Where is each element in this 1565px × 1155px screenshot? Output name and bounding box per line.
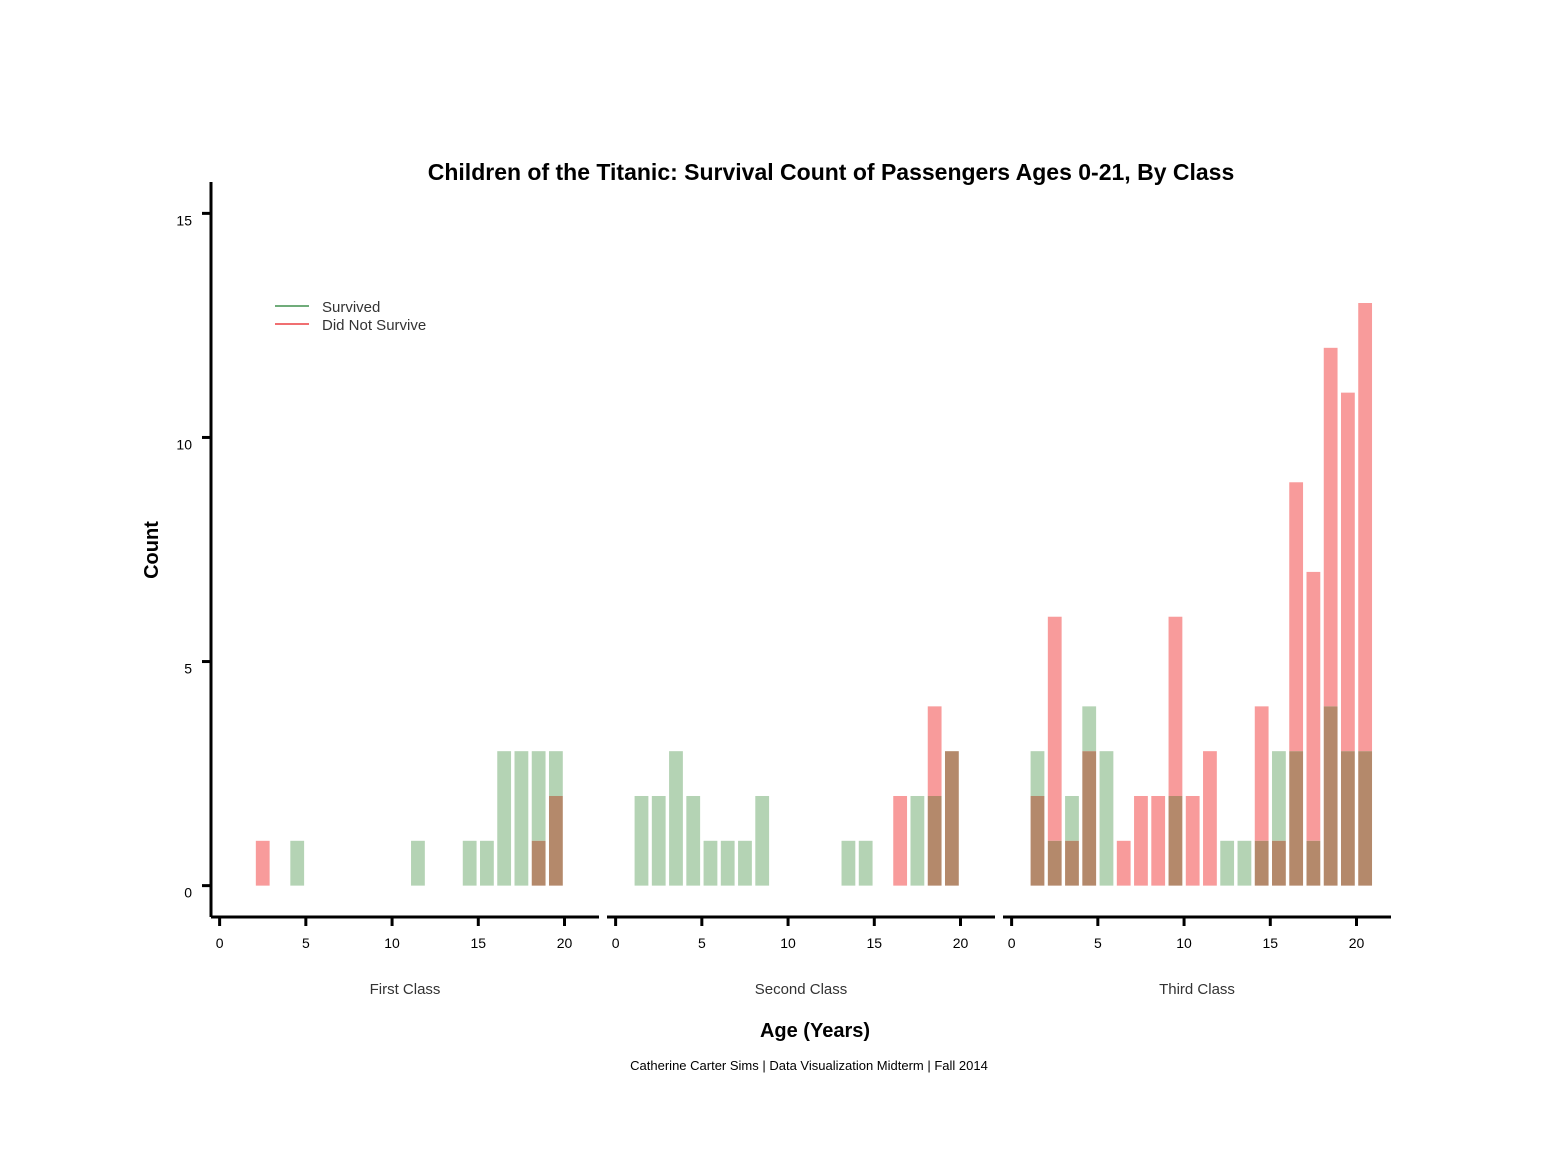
bar-survived — [841, 840, 856, 886]
bar-survived — [1220, 840, 1235, 886]
x-tick-label: 20 — [557, 935, 573, 951]
bar-overlap — [1289, 751, 1304, 886]
bar-overlap — [1082, 751, 1097, 886]
bar-overlap — [927, 795, 942, 886]
bar-survived — [910, 795, 925, 886]
bar-died — [1168, 616, 1183, 796]
bar-survived — [548, 751, 563, 796]
bar-survived — [462, 840, 477, 886]
bar-died — [1358, 303, 1373, 752]
bar-survived — [651, 795, 666, 886]
bar-survived — [1272, 751, 1286, 841]
panel-2: 0 5 10 15 20 Second Class — [607, 706, 995, 998]
bar-died — [927, 706, 942, 796]
x-tick-label: 10 — [1176, 935, 1192, 951]
legend-died-label: Did Not Survive — [322, 317, 426, 334]
bar-survived — [634, 795, 649, 886]
bar-died — [1289, 482, 1304, 752]
bar-survived — [669, 751, 683, 886]
bar-died — [1254, 706, 1269, 841]
y-tick-label: 15 — [176, 212, 192, 228]
bar-survived — [755, 795, 770, 886]
panel-label: Second Class — [755, 981, 848, 998]
legend: Survived Did Not Survive — [275, 299, 426, 334]
bar-overlap — [548, 795, 563, 886]
x-tick-label: 10 — [384, 935, 400, 951]
bar-overlap — [1030, 795, 1045, 886]
bar-survived — [514, 751, 529, 886]
bar-overlap — [1272, 840, 1286, 886]
y-tick-label: 5 — [184, 661, 192, 677]
panel-label: Third Class — [1159, 981, 1235, 998]
legend-survived-label: Survived — [322, 299, 380, 316]
bar-overlap — [1047, 840, 1062, 886]
bar-died — [1047, 616, 1062, 841]
x-tick-label: 10 — [780, 935, 796, 951]
caption: Catherine Carter Sims | Data Visualizati… — [630, 1058, 988, 1073]
y-tick-label: 10 — [176, 436, 192, 452]
bar-survived — [1082, 706, 1097, 752]
panel-label: First Class — [370, 981, 441, 998]
y-axis-label: Count — [141, 521, 163, 579]
bar-survived — [411, 840, 425, 886]
bar-overlap — [1254, 840, 1269, 886]
bar-overlap — [1340, 751, 1355, 886]
bar-survived — [497, 751, 512, 886]
bar-survived — [290, 840, 305, 886]
bar-overlap — [1358, 751, 1373, 886]
bar-survived — [686, 795, 701, 886]
bar-survived — [531, 751, 546, 841]
bar-survived — [1065, 795, 1079, 841]
x-axis-label: Age (Years) — [760, 1020, 870, 1042]
chart-title: Children of the Titanic: Survival Count … — [428, 159, 1235, 185]
bar-died — [1116, 840, 1131, 886]
bar-died — [1203, 751, 1217, 886]
x-tick-label: 15 — [866, 935, 882, 951]
bar-died — [1185, 795, 1200, 886]
x-tick-label: 15 — [470, 935, 486, 951]
bar-survived — [738, 840, 752, 886]
bar-survived — [858, 840, 873, 886]
bar-survived — [480, 840, 494, 886]
x-tick-label: 0 — [216, 935, 224, 951]
bar-survived — [720, 840, 735, 886]
bar-survived — [1237, 840, 1252, 886]
bar-died — [1323, 347, 1338, 707]
bar-overlap — [1306, 840, 1321, 886]
bar-survived — [1030, 751, 1045, 796]
bar-died — [1340, 392, 1355, 752]
bar-died — [1306, 571, 1321, 841]
x-tick-label: 15 — [1262, 935, 1278, 951]
x-tick-label: 0 — [1008, 935, 1016, 951]
bar-overlap — [944, 751, 959, 886]
bar-overlap — [1323, 706, 1338, 886]
bar-died — [893, 795, 908, 886]
bar-died — [1151, 795, 1166, 886]
x-tick-label: 5 — [302, 935, 310, 951]
y-tick-label: 0 — [184, 885, 192, 901]
bar-overlap — [1168, 795, 1183, 886]
x-tick-label: 20 — [1349, 935, 1365, 951]
bar-survived — [703, 840, 718, 886]
bar-overlap — [1065, 840, 1079, 886]
x-tick-label: 0 — [612, 935, 620, 951]
bar-survived — [1099, 751, 1114, 886]
panel-1: 0 5 10 15 20 First Class — [211, 751, 599, 998]
x-tick-label: 5 — [1094, 935, 1102, 951]
bar-died — [255, 840, 270, 886]
bar-died — [1134, 795, 1148, 886]
bar-overlap — [531, 840, 546, 886]
x-tick-label: 20 — [953, 935, 969, 951]
x-tick-label: 5 — [698, 935, 706, 951]
panel-3: 0 5 10 15 20 Third Class — [1003, 303, 1391, 998]
y-axis: 0 5 10 15 — [176, 182, 213, 917]
